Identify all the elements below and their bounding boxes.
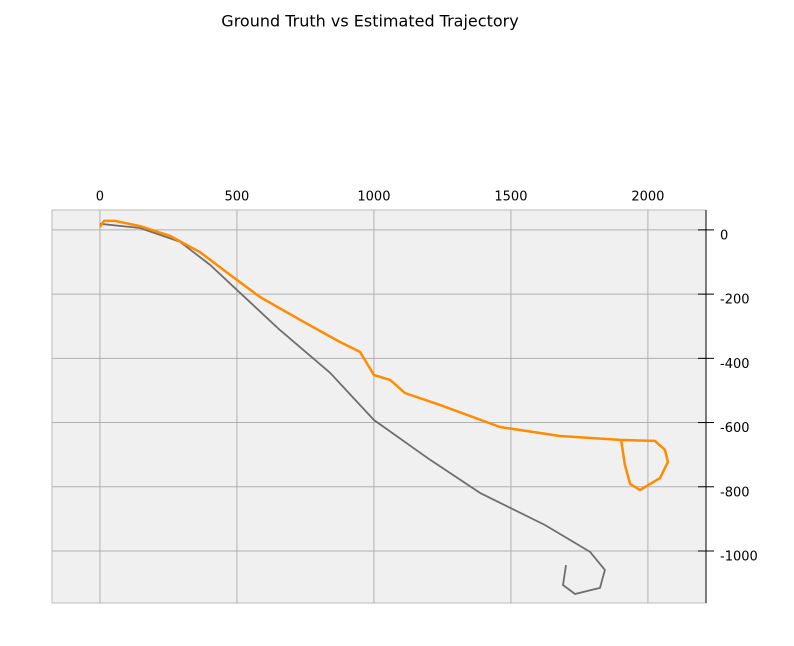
trajectory-line bbox=[99, 222, 606, 595]
x-tick-label: 1000 bbox=[357, 190, 390, 205]
y-tick-label: -200 bbox=[720, 293, 750, 308]
y-tick-label: 0 bbox=[720, 228, 728, 243]
x-tick-label: 500 bbox=[225, 190, 250, 205]
x-tick-label: 2000 bbox=[631, 190, 664, 205]
chart-title: Ground Truth vs Estimated Trajectory bbox=[221, 12, 518, 31]
trajectory-line bbox=[98, 219, 670, 492]
y-tick-label: -800 bbox=[720, 485, 750, 500]
y-tick-label: -1000 bbox=[720, 549, 758, 564]
plot-plane bbox=[51, 209, 707, 604]
x-tick-label: 0 bbox=[96, 190, 104, 205]
y-tick-label: -400 bbox=[720, 357, 750, 372]
y-tick-label: -600 bbox=[720, 421, 750, 436]
x-tick-label: 1500 bbox=[494, 190, 527, 205]
